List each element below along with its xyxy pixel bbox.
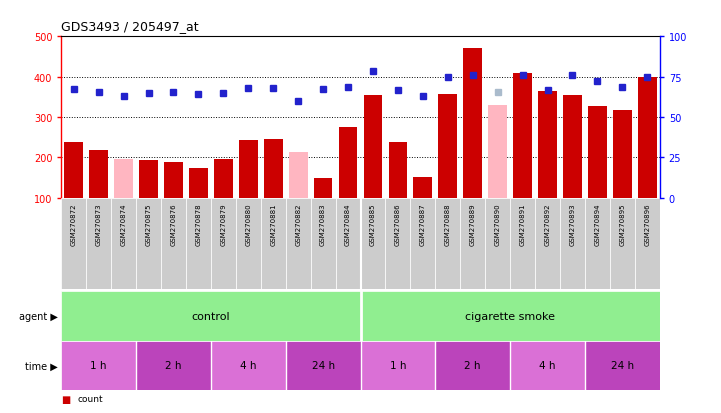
Bar xyxy=(186,198,211,289)
Bar xyxy=(510,341,585,390)
Text: percentile rank within the sample: percentile rank within the sample xyxy=(77,412,230,413)
Text: GSM270886: GSM270886 xyxy=(395,203,401,245)
Text: GSM270891: GSM270891 xyxy=(520,203,526,245)
Text: 1 h: 1 h xyxy=(90,361,107,370)
Text: GSM270896: GSM270896 xyxy=(645,203,650,245)
Bar xyxy=(189,169,208,198)
Bar xyxy=(585,198,610,289)
Text: cigarette smoke: cigarette smoke xyxy=(465,311,555,321)
Text: time ▶: time ▶ xyxy=(25,361,58,370)
Bar xyxy=(289,152,308,198)
Text: 4 h: 4 h xyxy=(240,361,257,370)
Text: 1 h: 1 h xyxy=(389,361,406,370)
Bar xyxy=(239,141,257,198)
Bar xyxy=(314,178,332,198)
Text: GSM270887: GSM270887 xyxy=(420,203,426,245)
Bar xyxy=(211,341,286,390)
Bar xyxy=(236,198,261,289)
Bar xyxy=(460,198,485,289)
Text: GSM270874: GSM270874 xyxy=(120,203,127,245)
Bar xyxy=(485,198,510,289)
Text: GSM270876: GSM270876 xyxy=(170,203,177,245)
Text: GSM270881: GSM270881 xyxy=(270,203,276,245)
Bar xyxy=(111,198,136,289)
Bar xyxy=(214,159,233,198)
Text: GSM270893: GSM270893 xyxy=(570,203,575,245)
Bar xyxy=(360,341,435,390)
Text: GSM270884: GSM270884 xyxy=(345,203,351,245)
Bar xyxy=(389,142,407,198)
Bar xyxy=(211,198,236,289)
Bar xyxy=(634,198,660,289)
Text: GSM270879: GSM270879 xyxy=(221,203,226,245)
Bar xyxy=(413,177,432,198)
Bar xyxy=(488,106,507,198)
Text: GSM270872: GSM270872 xyxy=(71,203,76,245)
Bar xyxy=(638,78,657,198)
Text: control: control xyxy=(192,311,230,321)
Text: ■: ■ xyxy=(61,412,71,413)
Bar xyxy=(264,140,283,198)
Bar xyxy=(61,341,136,390)
Bar xyxy=(560,198,585,289)
Bar xyxy=(513,74,532,198)
Bar xyxy=(535,198,560,289)
Text: 24 h: 24 h xyxy=(611,361,634,370)
Text: 2 h: 2 h xyxy=(464,361,481,370)
Bar xyxy=(286,198,311,289)
Text: GSM270895: GSM270895 xyxy=(619,203,625,245)
Bar xyxy=(360,291,660,341)
Text: GSM270878: GSM270878 xyxy=(195,203,201,245)
Bar xyxy=(339,128,358,198)
Bar xyxy=(87,198,111,289)
Text: GSM270885: GSM270885 xyxy=(370,203,376,245)
Bar xyxy=(435,198,460,289)
Bar xyxy=(139,161,158,198)
Bar xyxy=(335,198,360,289)
Text: agent ▶: agent ▶ xyxy=(19,311,58,321)
Bar xyxy=(61,291,360,341)
Bar xyxy=(360,198,386,289)
Text: GSM270889: GSM270889 xyxy=(469,203,476,245)
Bar xyxy=(410,198,435,289)
Text: GSM270888: GSM270888 xyxy=(445,203,451,245)
Bar xyxy=(286,341,360,390)
Text: GSM270883: GSM270883 xyxy=(320,203,326,245)
Bar xyxy=(64,143,83,198)
Bar xyxy=(538,92,557,198)
Bar xyxy=(613,111,632,198)
Text: count: count xyxy=(77,394,103,404)
Bar xyxy=(588,107,607,198)
Text: ■: ■ xyxy=(61,394,71,404)
Text: GSM270890: GSM270890 xyxy=(495,203,500,245)
Bar xyxy=(114,160,133,198)
Bar xyxy=(136,341,211,390)
Bar xyxy=(438,94,457,198)
Bar xyxy=(261,198,286,289)
Bar xyxy=(363,95,382,198)
Bar xyxy=(164,163,183,198)
Bar xyxy=(563,95,582,198)
Bar xyxy=(136,198,161,289)
Bar xyxy=(464,49,482,198)
Text: GDS3493 / 205497_at: GDS3493 / 205497_at xyxy=(61,20,199,33)
Bar xyxy=(585,341,660,390)
Text: GSM270892: GSM270892 xyxy=(544,203,551,245)
Bar xyxy=(161,198,186,289)
Text: GSM270894: GSM270894 xyxy=(594,203,601,245)
Bar xyxy=(435,341,510,390)
Bar xyxy=(610,198,634,289)
Bar xyxy=(510,198,535,289)
Text: GSM270873: GSM270873 xyxy=(96,203,102,245)
Text: GSM270882: GSM270882 xyxy=(295,203,301,245)
Bar xyxy=(89,150,108,198)
Text: GSM270880: GSM270880 xyxy=(245,203,252,245)
Text: 2 h: 2 h xyxy=(165,361,182,370)
Bar xyxy=(61,198,87,289)
Bar xyxy=(311,198,335,289)
Bar xyxy=(386,198,410,289)
Text: GSM270875: GSM270875 xyxy=(146,203,151,245)
Text: 24 h: 24 h xyxy=(311,361,335,370)
Text: 4 h: 4 h xyxy=(539,361,556,370)
